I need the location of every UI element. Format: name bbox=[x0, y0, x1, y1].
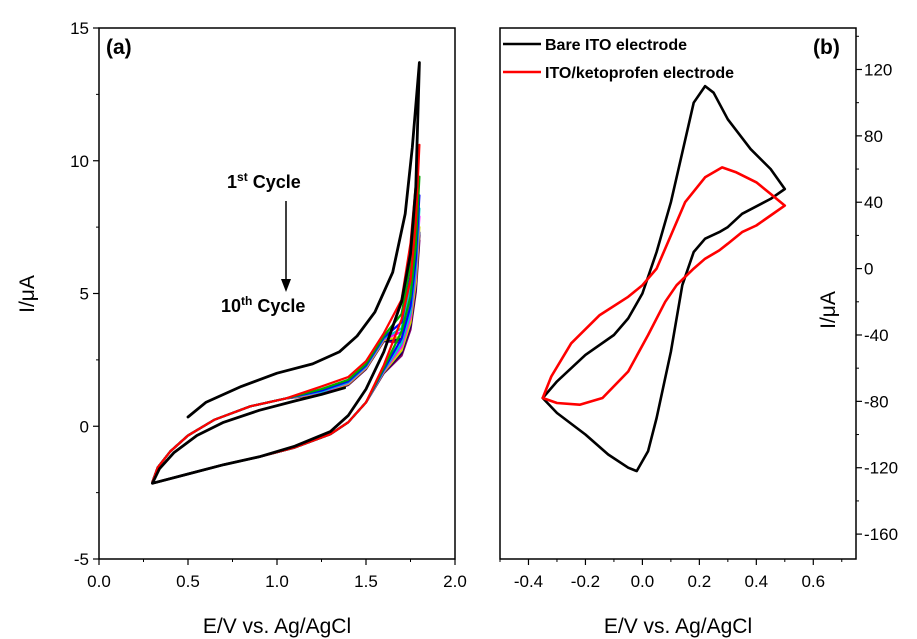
x-axis-title-b: E/V vs. Ag/AgCl bbox=[604, 615, 752, 638]
cv-curve-ketoprofen bbox=[541, 166, 787, 406]
panel-label-b: (b) bbox=[813, 36, 840, 59]
b-series bbox=[541, 84, 787, 473]
y-tick-label-b-7: 120 bbox=[864, 60, 892, 79]
x-tick-label-b-5: 0.6 bbox=[801, 572, 825, 591]
panel-a: 0.0 0.5 1.0 1.5 2.0 -5 0 5 10 15 (a) 1st Cycle 10… bbox=[16, 19, 467, 638]
cycle-arrow-head bbox=[281, 279, 291, 292]
y-tick-label-b-6: 80 bbox=[864, 127, 883, 146]
legend-label-bare-ito: Bare ITO electrode bbox=[545, 37, 687, 54]
x-tick-label-b-0: -0.4 bbox=[514, 572, 543, 591]
y-tick-label-a-4: 15 bbox=[70, 19, 89, 38]
legend: Bare ITO electrode ITO/ketoprofen electr… bbox=[503, 37, 734, 82]
x-tick-label-a-1: 0.5 bbox=[176, 572, 200, 591]
x-tick-label-a-3: 1.5 bbox=[354, 572, 378, 591]
y-tick-label-a-0: -5 bbox=[74, 550, 89, 569]
x-tick-label-a-4: 2.0 bbox=[443, 572, 467, 591]
x-tick-label-a-0: 0.0 bbox=[87, 572, 111, 591]
y-tick-label-b-2: -80 bbox=[864, 392, 889, 411]
y-axis-title-b: I/μA bbox=[817, 291, 840, 329]
x-tick-label-a-2: 1.0 bbox=[265, 572, 289, 591]
x-tick-label-b-1: -0.2 bbox=[571, 572, 600, 591]
x-tick-label-b-3: 0.2 bbox=[688, 572, 712, 591]
x-tick-label-b-2: 0.0 bbox=[631, 572, 655, 591]
b-ticks: -0.4 -0.2 0.0 0.2 0.4 0.6 -160 -120 -80 -40 0 40 80 1… bbox=[499, 35, 898, 591]
y-tick-label-a-1: 0 bbox=[80, 417, 89, 436]
y-tick-label-b-1: -120 bbox=[864, 459, 898, 478]
first-cycle-label: 1st Cycle bbox=[227, 170, 301, 192]
plot-frame-b bbox=[499, 27, 857, 560]
cv-curve-bare-ito bbox=[541, 84, 787, 473]
y-tick-label-b-3: -40 bbox=[864, 326, 889, 345]
a-ticks: 0.0 0.5 1.0 1.5 2.0 -5 0 5 10 15 bbox=[70, 19, 467, 591]
y-tick-label-a-3: 10 bbox=[70, 152, 89, 171]
y-tick-label-a-2: 5 bbox=[80, 285, 89, 304]
cycle-curve-1 bbox=[151, 61, 421, 485]
tenth-cycle-label: 10th Cycle bbox=[221, 294, 305, 316]
legend-label-ketoprofen: ITO/ketoprofen electrode bbox=[545, 65, 734, 82]
x-tick-label-b-4: 0.4 bbox=[744, 572, 768, 591]
y-tick-label-b-4: 0 bbox=[864, 260, 873, 279]
a-series bbox=[151, 61, 421, 485]
x-axis-title-a: E/V vs. Ag/AgCl bbox=[203, 615, 351, 638]
y-axis-title-a: I/μA bbox=[16, 275, 39, 313]
y-tick-label-b-5: 40 bbox=[864, 193, 883, 212]
panel-b: -0.4 -0.2 0.0 0.2 0.4 0.6 -160 -120 -80 -40 0 40 80 1… bbox=[499, 27, 898, 638]
panel-label-a: (a) bbox=[106, 36, 132, 59]
y-tick-label-b-0: -160 bbox=[864, 525, 898, 544]
cycle-annotation: 1st Cycle 10th Cycle bbox=[221, 170, 305, 316]
